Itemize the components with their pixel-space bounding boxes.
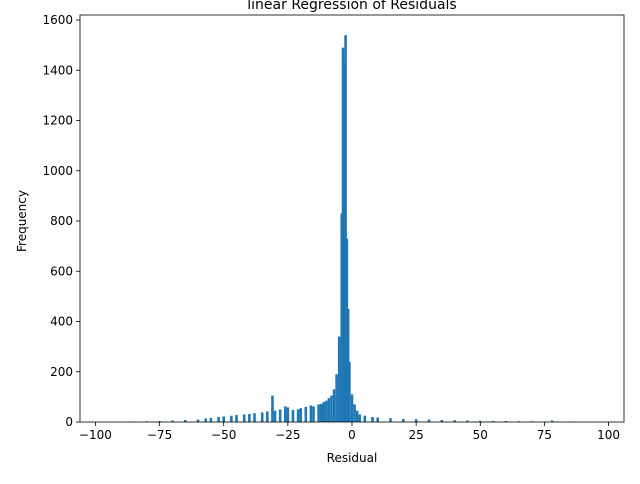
x-axis-label: Residual	[327, 451, 378, 465]
histogram-bar	[348, 362, 351, 422]
y-tick-label: 400	[50, 315, 73, 329]
y-tick-label: 0	[65, 415, 73, 429]
histogram-bar	[320, 404, 323, 422]
histogram-bar	[261, 412, 264, 422]
histogram-bar	[415, 419, 418, 422]
histogram-bar	[310, 405, 313, 422]
histogram-bar	[299, 408, 302, 422]
y-axis-label: Frequency	[15, 190, 29, 252]
histogram-bar	[335, 374, 338, 422]
histogram-bar	[328, 398, 331, 422]
histogram-bar	[371, 417, 374, 422]
histogram-bar	[333, 389, 336, 422]
histogram-bar	[322, 402, 325, 422]
histogram-bar	[364, 416, 367, 422]
x-tick-label: −25	[275, 428, 300, 442]
histogram-bar	[210, 418, 213, 422]
y-tick-label: 800	[50, 214, 73, 228]
histogram-bar	[351, 394, 354, 422]
x-tick-label: 75	[537, 428, 552, 442]
histogram-bar	[317, 404, 320, 422]
histogram-bar	[204, 418, 207, 422]
histogram-bar	[274, 411, 277, 422]
histogram-bar	[284, 406, 287, 422]
x-tick-label: 25	[409, 428, 424, 442]
histogram-bar	[279, 409, 282, 422]
histogram-bar	[356, 411, 359, 422]
histogram-bar	[292, 410, 295, 422]
x-tick-label: 100	[597, 428, 620, 442]
histogram-bar	[271, 396, 274, 422]
y-tick-label: 1200	[42, 114, 73, 128]
histogram-bar	[353, 404, 356, 422]
histogram-bar	[338, 337, 341, 422]
y-tick-label: 1400	[42, 63, 73, 77]
y-tick-label: 200	[50, 365, 73, 379]
histogram-bar	[222, 416, 225, 422]
histogram-bar	[230, 416, 233, 422]
histogram-bar	[389, 418, 392, 422]
histogram-bar	[358, 414, 361, 422]
histogram-bar	[312, 406, 315, 422]
histogram-bar	[330, 396, 333, 422]
y-tick-label: 1600	[42, 13, 73, 27]
histogram-bar	[235, 415, 238, 422]
x-tick-label: −75	[147, 428, 172, 442]
histogram-bar	[402, 419, 405, 422]
histogram-bar	[266, 411, 269, 422]
x-tick-label: 50	[473, 428, 488, 442]
histogram-bar	[248, 414, 251, 422]
chart-title: linear Regression of Residuals	[247, 0, 456, 13]
x-tick-label: 0	[348, 428, 356, 442]
histogram-bar	[325, 401, 328, 422]
plot-frame	[80, 15, 624, 422]
histogram-bar	[253, 413, 256, 422]
histogram-bar	[217, 417, 220, 422]
histogram-bar	[287, 407, 290, 422]
histogram-bar	[376, 417, 379, 422]
x-tick-label: −50	[211, 428, 236, 442]
histogram-bars	[120, 35, 610, 422]
y-tick-label: 1000	[42, 164, 73, 178]
histogram-bar	[243, 414, 246, 422]
x-tick-label: −100	[79, 428, 112, 442]
y-tick-label: 600	[50, 264, 73, 278]
histogram-bar	[297, 409, 300, 422]
histogram-bar	[305, 407, 308, 422]
